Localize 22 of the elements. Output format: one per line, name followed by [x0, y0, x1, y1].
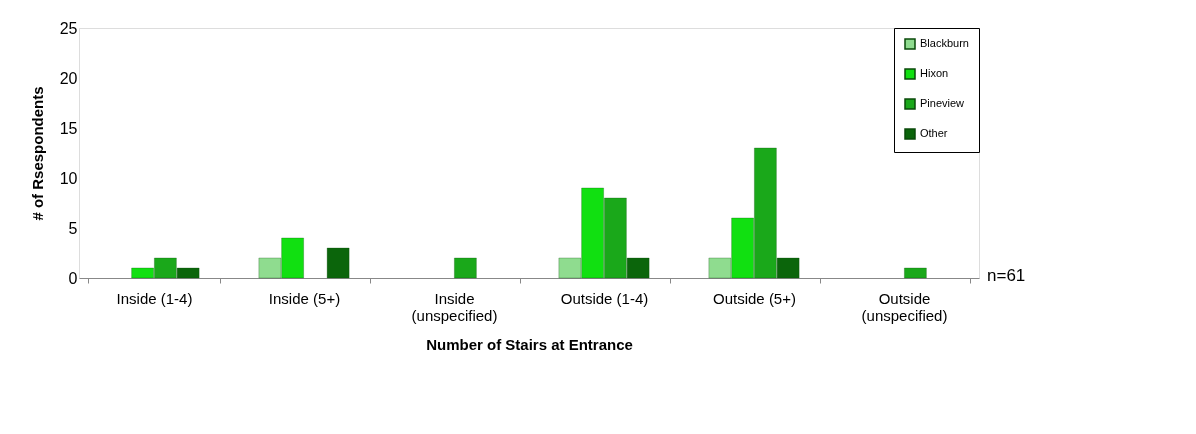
bar: [454, 257, 477, 279]
bar: [326, 247, 350, 279]
legend-label: Hixon: [920, 67, 949, 79]
bar: [904, 267, 927, 279]
y-tick-label: 5: [68, 219, 78, 237]
x-tick-label: Outside (unspecified): [861, 289, 948, 324]
legend-label: Blackburn: [920, 37, 969, 49]
x-tick-label: Inside (unspecified): [411, 289, 498, 324]
y-tick-label: 25: [59, 19, 78, 37]
y-axis-title: # of Rsespondents: [28, 86, 46, 221]
y-tick-label: 0: [68, 269, 78, 287]
x-tick-label: Inside (5+): [268, 289, 341, 307]
legend-label: Pineview: [920, 97, 965, 109]
x-tick-label: Outside (5+): [713, 289, 796, 307]
y-tick-label: 10: [59, 169, 78, 187]
legend-label: Other: [920, 127, 948, 139]
y-tick-label: 20: [59, 69, 78, 87]
y-tick-label: 15: [59, 119, 78, 137]
x-tick-label: Inside (1-4): [116, 289, 193, 307]
x-axis-title: Number of Stairs at Entrance: [426, 335, 633, 353]
x-tick-label: Outside (1-4): [560, 289, 649, 307]
text: n=61: [987, 266, 1026, 285]
